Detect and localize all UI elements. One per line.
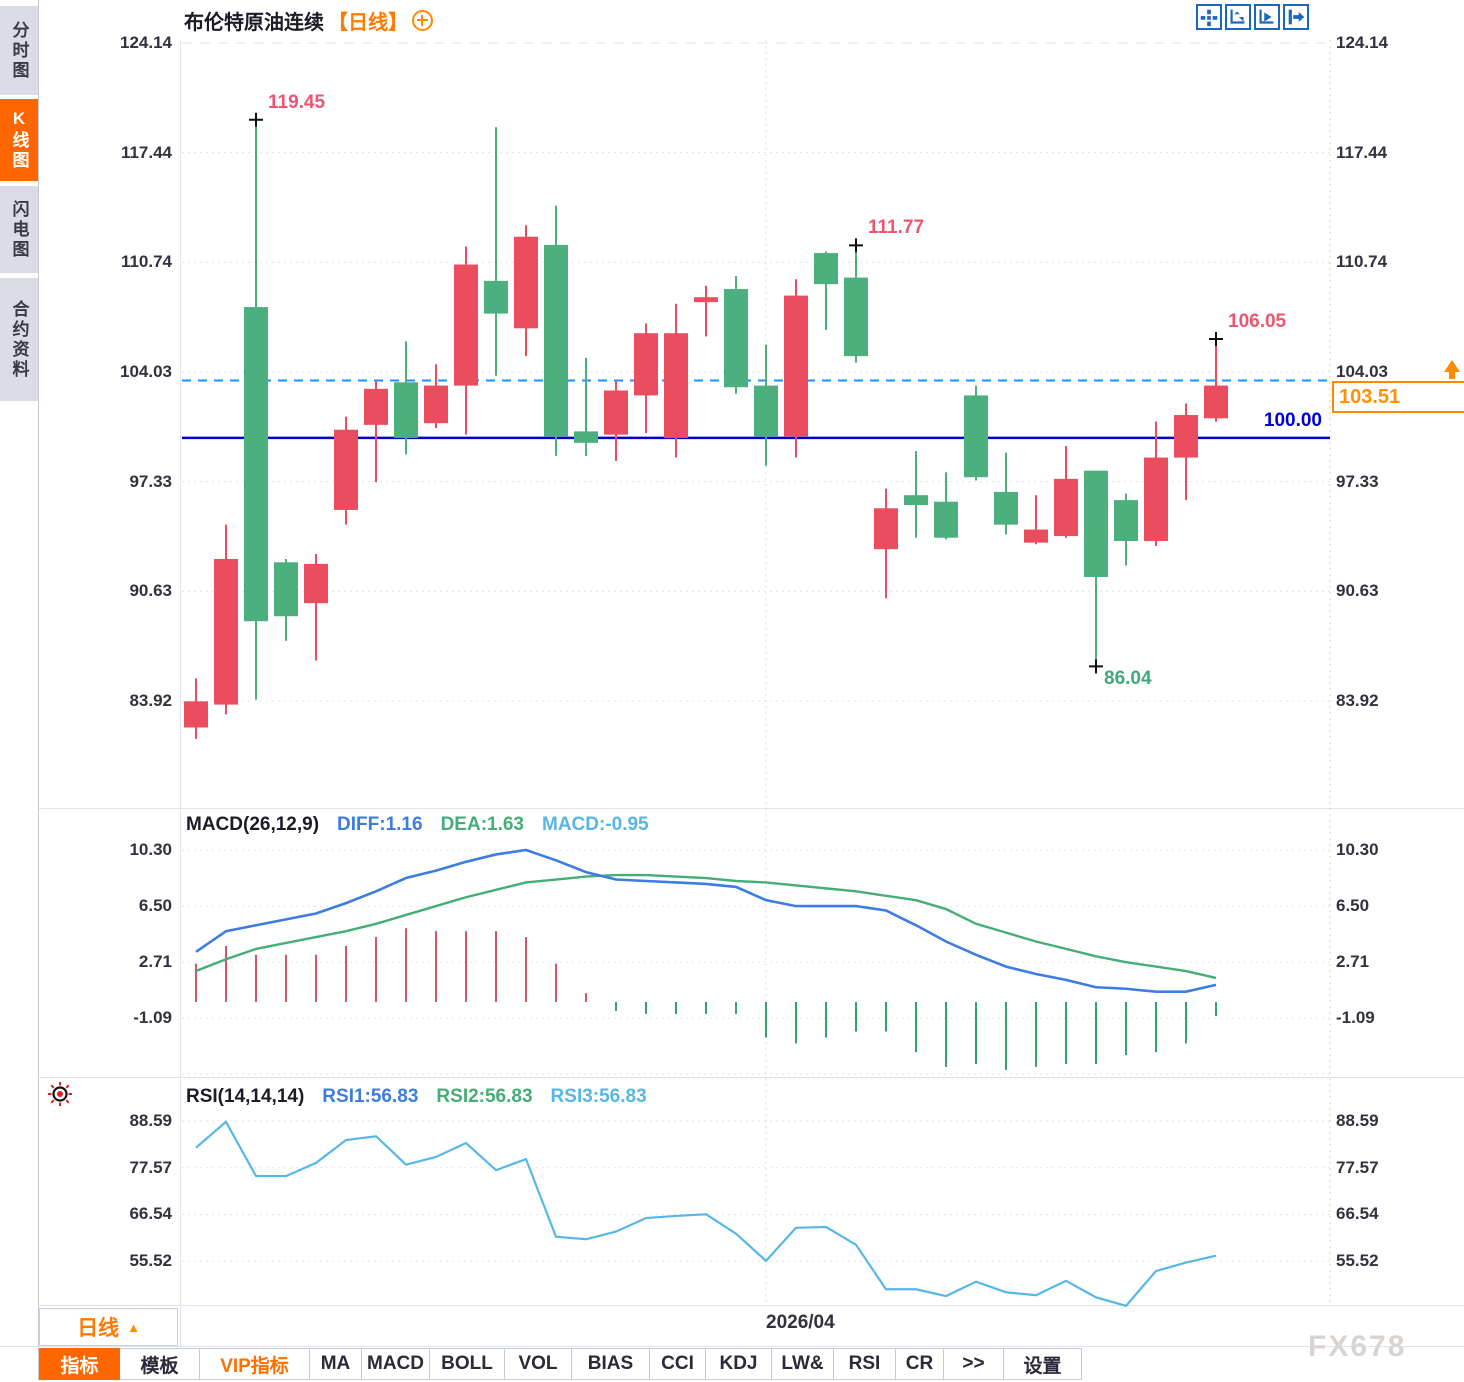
rsi3-value: RSI3:56.83 [550,1086,647,1107]
price-y-tick: 104.03 [120,361,172,381]
divider [39,808,1464,809]
divider [39,1305,1464,1306]
indicator-tab-6[interactable]: BOLL [430,1348,505,1380]
rsi1-value: RSI1:56.83 [322,1086,419,1107]
fit-x-axis-icon[interactable] [1225,4,1251,30]
price-annotation: 106.05 [1228,310,1287,332]
period-selector-label: 日线 [77,1317,120,1340]
sidebar: 分时图 K线图闪电图合约资料 [0,0,39,1380]
price-y-tick: 104.03 [1336,361,1388,381]
macd-y-tick: 6.50 [1336,896,1370,916]
rsi-y-tick: 55.52 [129,1251,172,1271]
macd-diff-value: DIFF:1.16 [337,814,423,835]
indicator-tabbar: 指标 模板 VIP指标 MA MACD BOLL VOL BIAS CCI KDJ LW& RSI CR… [39,1348,1082,1382]
macd-macd-value: MACD:-0.95 [542,814,649,835]
divider [0,1346,1464,1347]
macd-y-tick: 2.71 [1336,952,1370,972]
indicator-settings-sun-icon[interactable] [47,1081,73,1107]
price-arrow-icon [1444,360,1460,379]
indicator-tab-7[interactable]: VOL [505,1348,572,1380]
price-y-tick: 124.14 [120,33,172,52]
rsi-y-tick: 88.59 [129,1111,172,1130]
price-y-tick: 110.74 [1336,252,1388,272]
sidebar-tab-1[interactable]: 分时图 [0,6,38,95]
indicator-tab-14[interactable]: >> [944,1348,1004,1380]
divider [180,40,181,1346]
move-crosshair-icon[interactable] [1196,4,1222,30]
sidebar-tab-4[interactable]: 合约资料 [0,278,38,401]
price-y-tick: 110.74 [120,252,172,272]
indicator-tab-5[interactable]: MACD [362,1348,430,1380]
period-selector-button[interactable]: 日线 ▲ [39,1308,178,1346]
price-annotation: 119.45 [268,91,326,113]
indicator-tab-15[interactable]: 设置 [1004,1348,1082,1380]
macd-label: MACD(26,12,9) [186,814,320,835]
fit-y-axis-icon[interactable] [1254,4,1280,30]
rsi2-value: RSI2:56.83 [436,1086,533,1107]
x-axis-date-label: 2026/04 [766,1312,835,1333]
rsi-label: RSI(14,14,14) [186,1086,305,1107]
macd-y-tick: 2.71 [138,952,172,972]
macd-dea-value: DEA:1.63 [440,814,524,835]
pan-right-icon [1288,9,1305,25]
indicator-tab-9[interactable]: CCI [650,1348,706,1380]
move-crosshair-icon [1200,9,1218,27]
price-annotation: 111.77 [868,217,925,239]
rsi-y-tick: 55.52 [1336,1251,1379,1271]
chart-toolbar [1196,4,1309,30]
macd-legend: MACD(26,12,9) DIFF:1.16 DEA:1.63 MACD:-0… [186,812,649,838]
rsi-y-tick: 77.57 [129,1157,172,1177]
chart-title-row: 布伦特原油连续 【日线】 [184,6,433,34]
price-y-tick: 97.33 [1336,471,1379,491]
macd-y-tick: 6.50 [138,896,172,916]
triangle-up-icon: ▲ [127,1319,140,1335]
rsi-y-tick: 77.57 [1336,1157,1379,1177]
indicator-tab-1[interactable]: 指标 [39,1348,120,1380]
price-annotation: 86.04 [1104,668,1152,690]
price-y-tick: 90.63 [1336,581,1379,601]
sidebar-tab-2[interactable]: K线图 [0,99,38,181]
watermark: FX678 [1308,1330,1407,1363]
price-y-tick: 124.14 [1336,33,1388,52]
price-y-tick: 83.92 [1336,690,1379,710]
fit-x-axis-icon [1230,9,1245,24]
price-y-tick: 83.92 [129,690,172,710]
macd-y-tick: 10.30 [1336,840,1379,859]
indicator-tab-2[interactable]: 模板 [120,1348,200,1380]
indicator-tab-3[interactable]: VIP指标 [200,1348,310,1380]
indicator-tab-12[interactable]: RSI [834,1348,896,1380]
macd-y-tick: -1.09 [133,1008,172,1028]
divider [39,1077,1464,1078]
macd-y-tick: 10.30 [129,840,172,859]
last-price-box: 103.51 [1332,381,1464,413]
price-y-tick: 90.63 [129,581,172,601]
indicator-tab-13[interactable]: CR [896,1348,944,1380]
rsi-legend: RSI(14,14,14) RSI1:56.83 RSI2:56.83 RSI3… [186,1084,647,1110]
rsi-y-tick: 66.54 [129,1204,172,1224]
ref-line-100-label: 100.00 [1263,410,1322,431]
macd-y-tick: -1.09 [1336,1008,1375,1028]
period-tag: 【日线】 [328,11,408,34]
indicator-tab-10[interactable]: KDJ [706,1348,772,1380]
rsi-y-tick: 88.59 [1336,1111,1379,1130]
indicator-tab-4[interactable]: MA [310,1348,362,1380]
circle-plus-icon[interactable] [412,9,433,31]
price-y-tick: 97.33 [129,471,172,491]
chart-plot-surface[interactable] [182,40,1330,1305]
price-y-tick: 117.44 [120,142,172,162]
instrument-title: 布伦特原油连续 [184,11,324,34]
price-y-tick: 117.44 [1336,142,1388,162]
rsi-y-tick: 66.54 [1336,1204,1379,1224]
indicator-tab-11[interactable]: LW& [772,1348,834,1380]
pan-right-icon[interactable] [1283,4,1309,30]
sidebar-tab-3[interactable]: 闪电图 [0,186,38,273]
fit-y-axis-icon [1259,9,1274,24]
indicator-tab-8[interactable]: BIAS [572,1348,650,1380]
